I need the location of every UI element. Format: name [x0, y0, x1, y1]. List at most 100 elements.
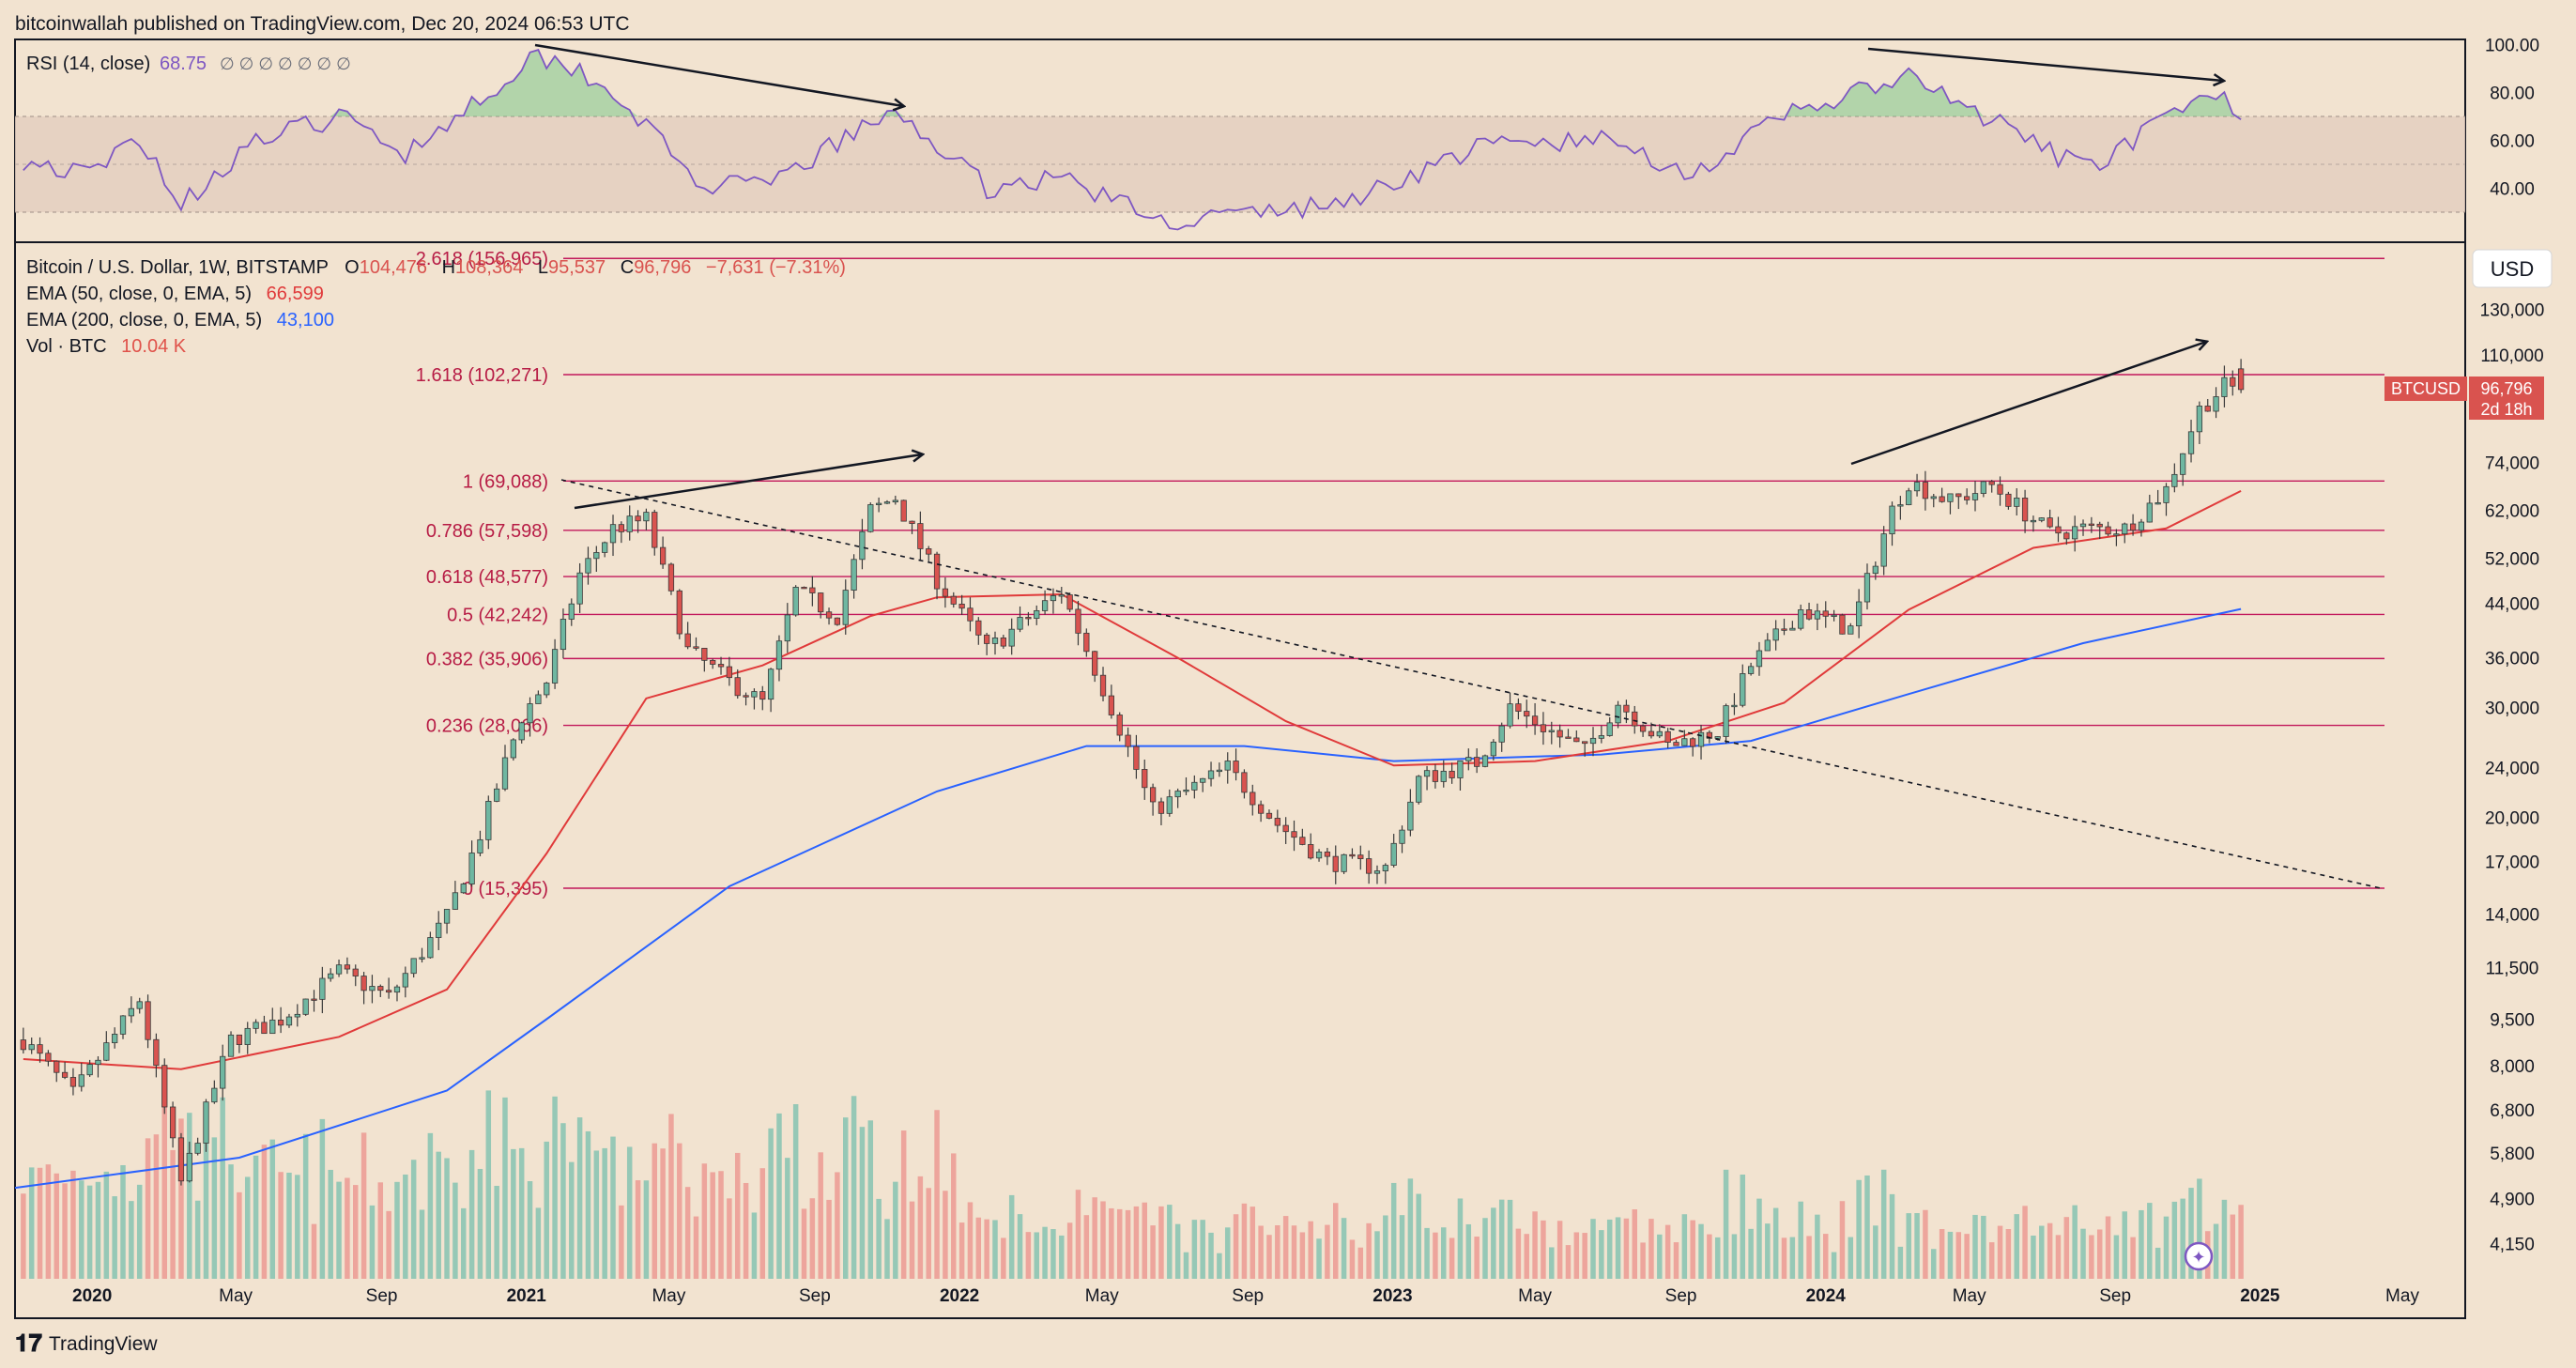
volume-bar	[311, 1223, 317, 1279]
footer-brand: TradingView	[49, 1333, 158, 1355]
rsi-axis-tick: 60.00	[2490, 132, 2535, 152]
candle	[1947, 493, 1954, 502]
volume-bar	[809, 1198, 816, 1279]
candle	[1615, 704, 1621, 724]
volume-bar	[2171, 1201, 2178, 1279]
candle	[136, 1001, 143, 1009]
fibonacci-levels: 2.618 (156,965) 1.618 (102,271) 1 (69,088)…	[416, 249, 2384, 899]
candle	[576, 572, 583, 605]
tradingview-logo[interactable]: 𝟏𝟕 TradingView	[15, 1330, 158, 1358]
candle	[1457, 760, 1464, 778]
candle	[61, 1071, 69, 1078]
ema200-line	[14, 607, 2242, 1190]
volume-bar	[843, 1117, 849, 1279]
volume-bar	[1698, 1223, 1704, 1279]
volume-bar	[1066, 1222, 1073, 1279]
volume-bar	[2197, 1178, 2202, 1279]
candle	[1988, 481, 1995, 485]
candle	[593, 552, 600, 560]
candle	[103, 1042, 110, 1061]
candle	[1764, 639, 1771, 652]
volume-bar	[535, 1207, 542, 1279]
volume-bar	[610, 1136, 616, 1279]
volume-bar	[1308, 1221, 1313, 1279]
volume-bar	[1947, 1231, 1954, 1279]
candle	[1515, 703, 1522, 712]
candle	[1299, 837, 1306, 845]
volume-bar	[161, 1101, 167, 1279]
rsi-line	[23, 49, 2242, 231]
candle	[419, 957, 425, 960]
candle	[1632, 711, 1638, 727]
volume-bar	[909, 1201, 915, 1279]
price-axis-tick: 4,150	[2490, 1236, 2535, 1255]
volume-bar	[1931, 1249, 1937, 1279]
candle	[285, 1016, 293, 1026]
candle	[1556, 730, 1563, 738]
volume-bar	[1815, 1214, 1820, 1279]
price-axis-tick: 130,000	[2480, 301, 2545, 321]
volume-bar	[360, 1132, 367, 1279]
price-trend-arrow-2021	[574, 454, 922, 510]
rsi-series	[23, 49, 2242, 231]
volume-bar	[876, 1198, 882, 1279]
candle	[726, 666, 733, 679]
badge-symbol: BTCUSD	[2391, 379, 2461, 398]
rsi-axis: 100.00 80.00 60.00 40.00	[2485, 37, 2539, 200]
volume-bar	[2014, 1214, 2019, 1279]
badge-price: 96,796	[2480, 379, 2532, 398]
volume-bar	[900, 1130, 907, 1279]
volume-bar	[701, 1163, 708, 1279]
volume-bar	[626, 1146, 633, 1279]
price-axis-tick: 11,500	[2486, 959, 2539, 978]
price-legend[interactable]: Bitcoin / U.S. Dollar, 1W, BITSTAMP O104…	[26, 257, 846, 357]
candle	[1548, 730, 1555, 732]
fib-label: 0.618 (48,577)	[426, 567, 548, 588]
candle	[1955, 493, 1962, 498]
candle	[1756, 650, 1763, 668]
volume-bar	[1640, 1242, 1646, 1279]
rsi-placeholders: ∅ ∅ ∅ ∅ ∅ ∅ ∅	[220, 54, 351, 73]
candle	[2030, 519, 2037, 523]
candle	[220, 1055, 226, 1089]
candle	[45, 1053, 52, 1062]
volume-bar	[884, 1219, 890, 1279]
volume-bar	[1981, 1215, 1986, 1279]
candle	[2204, 406, 2211, 412]
ema50-value: 66,599	[267, 284, 324, 304]
close-label: C	[621, 257, 634, 278]
news-marker-icon[interactable]: ✦	[2184, 1241, 2214, 1271]
rsi-axis-tick: 80.00	[2490, 85, 2535, 104]
candle	[1897, 504, 1904, 507]
rsi-value: 68.75	[160, 54, 207, 74]
candle	[1041, 600, 1049, 611]
volume-bar	[826, 1199, 832, 1279]
candle	[1207, 770, 1215, 779]
candle	[385, 990, 392, 993]
candle	[1399, 829, 1405, 844]
low-label: L	[538, 257, 548, 278]
volume-bar	[1366, 1222, 1372, 1279]
volume-bar	[560, 1123, 566, 1279]
volume-bar	[2188, 1188, 2194, 1279]
candle	[1174, 791, 1181, 798]
candle	[2014, 498, 2020, 507]
candle	[1582, 741, 1588, 745]
candle	[652, 512, 658, 548]
candle	[1930, 496, 1937, 500]
candle	[1017, 617, 1023, 630]
svg-text:EMA (50, close, 0, EMA, 5): EMA (50, close, 0, EMA, 5) 66,599	[26, 284, 324, 304]
candle	[1798, 609, 1804, 629]
candle	[560, 619, 567, 651]
candle	[1365, 858, 1372, 874]
candle	[1922, 482, 1929, 500]
price-axis-tick: 24,000	[2485, 760, 2539, 779]
volume-bar	[917, 1176, 924, 1279]
price-axis-tick: 62,000	[2485, 502, 2539, 522]
candle	[1075, 608, 1081, 634]
currency-button[interactable]: USD	[2472, 249, 2553, 288]
candle	[352, 968, 359, 976]
candle	[369, 986, 376, 991]
candle	[1789, 627, 1796, 631]
volume-bar	[1997, 1225, 2003, 1279]
